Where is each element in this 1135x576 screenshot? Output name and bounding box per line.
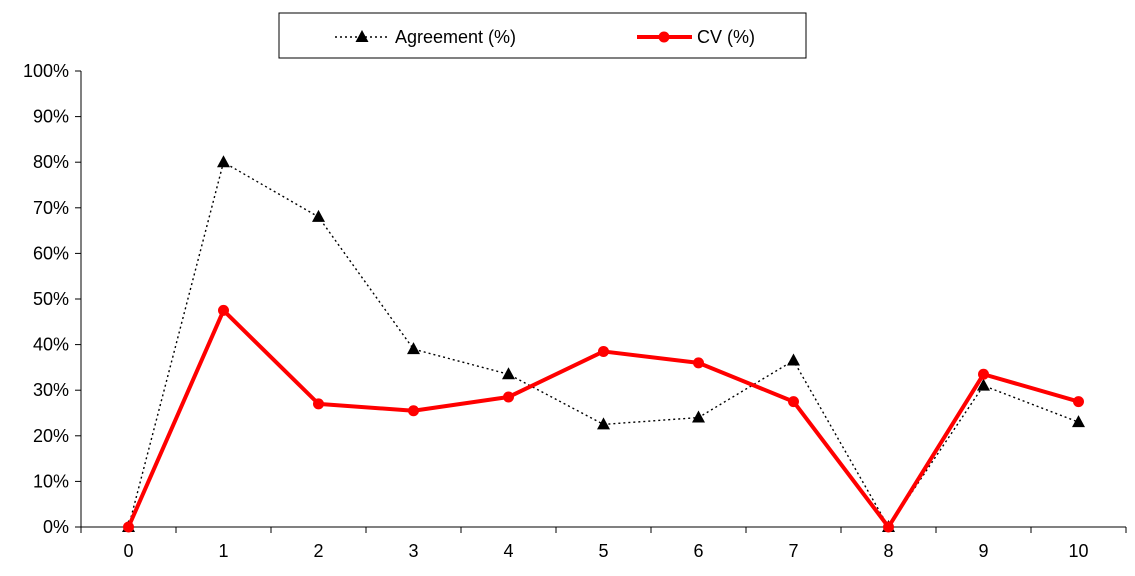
y-tick-label: 0% — [43, 517, 69, 537]
data-point-marker — [313, 398, 324, 410]
legend-item-1: Agreement (%) — [335, 27, 516, 47]
data-point-marker — [1073, 396, 1084, 408]
data-point-marker — [787, 353, 800, 366]
legend-box — [278, 12, 807, 59]
data-point-marker — [978, 368, 989, 380]
data-point-marker — [502, 367, 515, 380]
legend-label: CV (%) — [697, 27, 755, 47]
data-point-marker — [217, 155, 230, 168]
x-tick-label: 1 — [218, 541, 228, 561]
x-tick-label: 4 — [503, 541, 513, 561]
series-1 — [122, 155, 1085, 532]
data-point-marker — [408, 405, 419, 417]
y-tick-label: 80% — [33, 152, 69, 172]
series-layer — [122, 155, 1085, 533]
data-point-marker — [218, 304, 229, 316]
chart-axes: 0% 10% 20% 30% 40% 50% 60% 70% 80% 90% 100% 0 1 2 3 4 5 6… — [23, 61, 1127, 561]
y-tick-label: 20% — [33, 426, 69, 446]
x-tick-label: 0 — [123, 541, 133, 561]
data-point-marker — [1072, 415, 1085, 428]
y-tick-label: 90% — [33, 107, 69, 127]
x-tick-label: 5 — [598, 541, 608, 561]
y-tick-label: 40% — [33, 335, 69, 355]
x-tick-label: 9 — [978, 541, 988, 561]
y-tick-label: 10% — [33, 471, 69, 491]
data-point-marker — [312, 209, 325, 222]
legend-item-2: CV (%) — [637, 27, 755, 47]
data-point-marker — [407, 342, 420, 355]
data-point-marker — [598, 345, 609, 357]
data-point-marker — [123, 521, 134, 533]
y-tick-label: 100% — [23, 61, 69, 81]
data-point-marker — [788, 396, 799, 408]
series-line — [127, 161, 1079, 529]
legend-marker — [658, 31, 670, 43]
x-tick-label: 8 — [883, 541, 893, 561]
x-tick-label: 10 — [1068, 541, 1088, 561]
y-tick-label: 60% — [33, 243, 69, 263]
y-tick-label: 50% — [33, 289, 69, 309]
data-point-marker — [977, 378, 990, 391]
data-point-marker — [597, 417, 610, 430]
data-point-marker — [692, 410, 705, 423]
data-point-marker — [883, 521, 894, 533]
x-tick-label: 7 — [788, 541, 798, 561]
x-tick-label: 6 — [693, 541, 703, 561]
legend-label: Agreement (%) — [395, 27, 516, 47]
legend: Agreement (%) CV (%) — [278, 12, 807, 59]
x-tick-label: 3 — [408, 541, 418, 561]
data-point-marker — [693, 357, 704, 369]
y-tick-label: 30% — [33, 380, 69, 400]
data-point-marker — [503, 391, 514, 403]
series-2 — [123, 304, 1084, 533]
x-tick-label: 2 — [313, 541, 323, 561]
legend-marker — [355, 30, 369, 42]
y-tick-label: 70% — [33, 198, 69, 218]
